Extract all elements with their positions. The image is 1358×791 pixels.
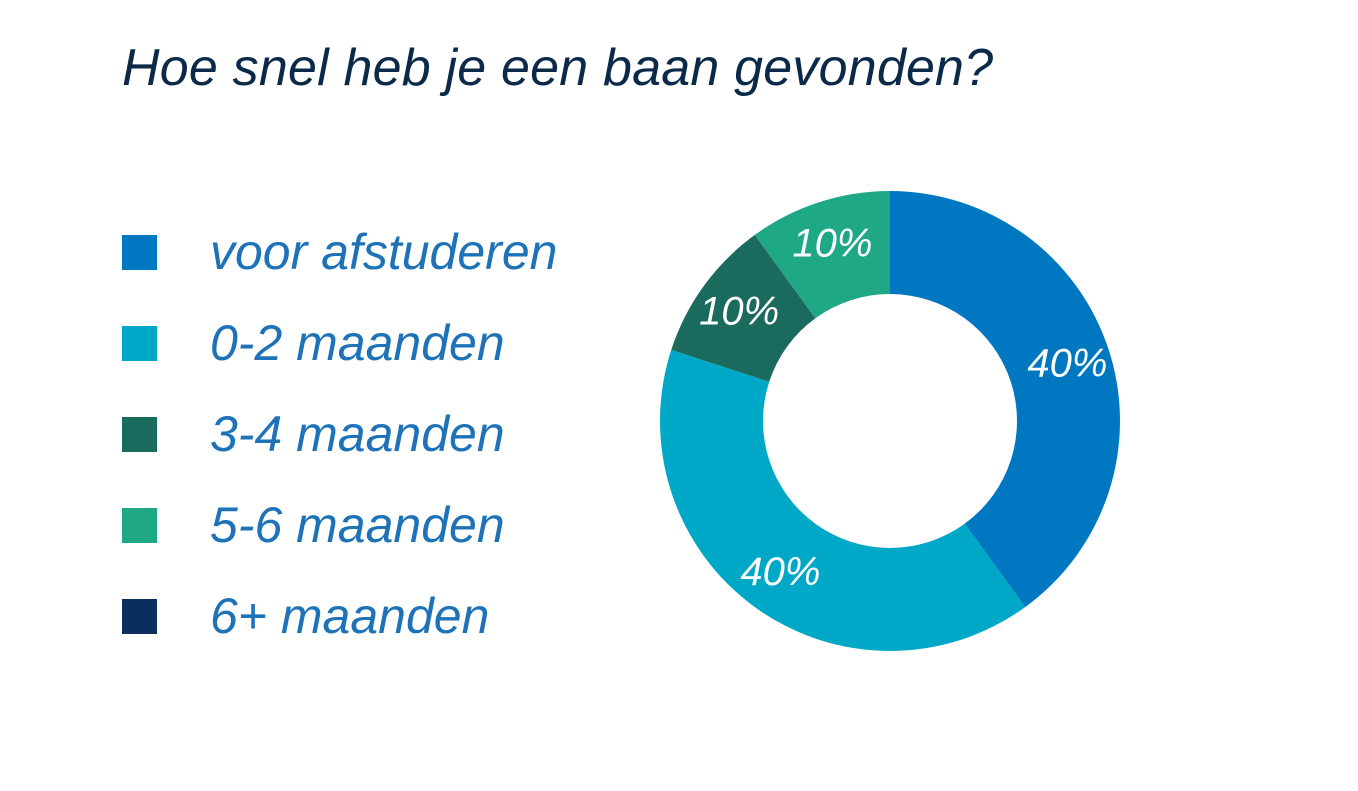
donut-slice-4 bbox=[754, 191, 890, 319]
data-label: 10% bbox=[699, 289, 779, 333]
legend-label: 6+ maanden bbox=[210, 588, 490, 644]
legend-item: 5-6 maanden bbox=[122, 495, 622, 555]
legend-label: 5-6 maanden bbox=[210, 497, 505, 553]
data-label: 40% bbox=[1027, 341, 1107, 385]
legend-swatch bbox=[122, 417, 157, 452]
donut-slice-2 bbox=[660, 349, 1026, 651]
legend-item: 6+ maanden bbox=[122, 586, 622, 646]
legend-item: 3-4 maanden bbox=[122, 404, 622, 464]
legend-swatch bbox=[122, 508, 157, 543]
donut-slice-3 bbox=[671, 234, 816, 382]
chart-title: Hoe snel heb je een baan gevonden? bbox=[122, 39, 994, 97]
legend-swatch bbox=[122, 599, 157, 634]
donut-slice-1 bbox=[890, 191, 1120, 608]
donut-chart: 40% 40% 10% 10% bbox=[660, 191, 1120, 651]
legend-label: 3-4 maanden bbox=[210, 406, 505, 462]
legend-swatch bbox=[122, 235, 157, 270]
legend-item: voor afstuderen bbox=[122, 222, 622, 282]
legend-item: 0-2 maanden bbox=[122, 313, 622, 373]
legend-label: 0-2 maanden bbox=[210, 315, 505, 371]
data-label: 10% bbox=[792, 222, 872, 266]
legend-swatch bbox=[122, 326, 157, 361]
data-label: 40% bbox=[740, 550, 820, 594]
legend-label: voor afstuderen bbox=[210, 224, 558, 280]
